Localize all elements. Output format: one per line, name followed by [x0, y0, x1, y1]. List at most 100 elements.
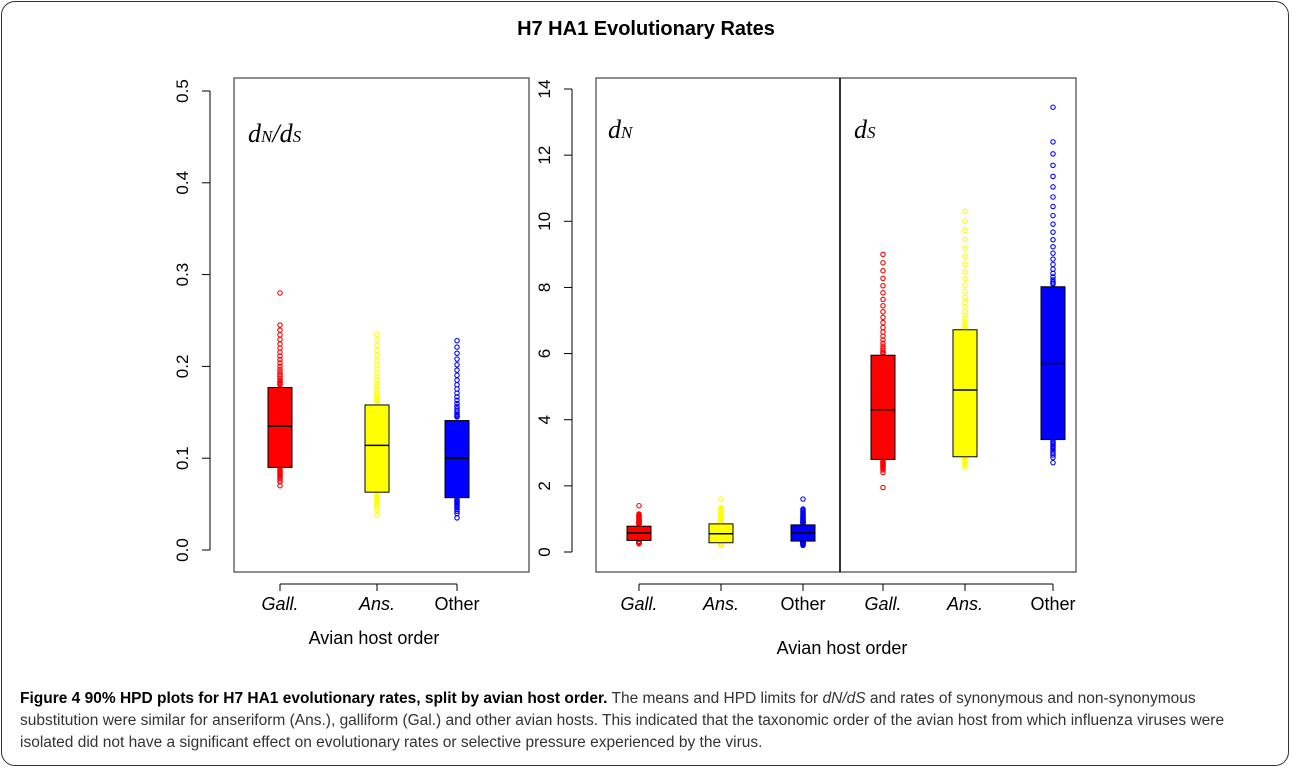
ds-gall-outlier-point	[880, 251, 886, 258]
left-other-outlier-point	[454, 515, 460, 521]
left-gall-outlier-point	[277, 336, 283, 343]
left-other-outlier-point	[454, 350, 460, 357]
ds-other-outlier-point	[1050, 250, 1056, 256]
ds-gall-outlier-point	[880, 267, 886, 274]
ds-ans-outlier-point	[962, 218, 968, 224]
ds-ans-outlier-point	[962, 227, 968, 234]
dn-other-outlier-point	[800, 496, 806, 502]
left-gall-outlier-point	[277, 360, 283, 366]
ds-ans-outlier-point	[962, 321, 968, 328]
left-ans-outlier-point	[374, 331, 380, 338]
left-x-axis-label: Avian host order	[309, 628, 440, 648]
caption-text-2: and rates of synonymous and non-synonymo…	[20, 690, 1225, 751]
ds-gall-outlier-point	[880, 314, 886, 321]
ds-other-outlier-point	[1050, 279, 1056, 285]
left-gall-outlier-point	[277, 327, 283, 333]
left-ans-box	[364, 404, 390, 493]
ds-gall-outlier-point	[880, 340, 886, 346]
ds-other-outlier-point	[1050, 173, 1056, 180]
caption-figure-number: Figure 4	[20, 690, 81, 707]
left-y-tick-label: 0.5	[173, 79, 192, 103]
dn-panel-label: dN	[608, 115, 634, 144]
left-other-outlier-point	[454, 397, 460, 404]
ds-gall-outlier-point	[880, 282, 886, 289]
dn-ans-outlier-point	[718, 496, 724, 502]
ds-gall-outlier-point	[880, 259, 886, 266]
left-ans-outlier-point	[374, 377, 380, 384]
ds-other-outlier-point	[1050, 459, 1056, 466]
left-gall-outlier-point	[277, 332, 283, 338]
right-panel-dn-ds-rates: 0 2 4 6 8 10 12 14 dN dS Gall. Ans. Other Gall. Ans. Ot…	[535, 77, 1077, 658]
left-ans-outlier-point	[374, 512, 380, 518]
left-gall-outlier-point	[277, 371, 283, 378]
left-ans-outlier-point	[374, 395, 380, 401]
dn-other-outlier-point	[800, 506, 806, 512]
left-ans-outlier-point	[374, 347, 380, 354]
left-ans-outlier-point	[374, 380, 380, 387]
ds-other-outlier-point	[1050, 229, 1056, 235]
right-y-tick-label: 8	[535, 283, 554, 292]
left-y-tick-label: 0.4	[173, 171, 192, 195]
ds-other-outlier-point	[1050, 162, 1056, 169]
ds-ans-outlier-point	[962, 261, 968, 267]
ds-gall-outlier-point	[880, 296, 886, 303]
right-x-axis-label: Avian host order	[777, 638, 908, 658]
left-ans-outlier-point	[374, 386, 380, 393]
ds-ans-outlier-point	[962, 236, 968, 243]
left-y-tick-label: 0.3	[173, 263, 192, 287]
left-other-outlier-point	[454, 372, 460, 379]
left-ans-outliers	[374, 331, 380, 518]
left-y-tick-label: 0.0	[173, 538, 192, 562]
ds-other-outliers	[1050, 104, 1056, 466]
right-y-tick-label: 10	[535, 212, 554, 231]
left-gall-outlier-point	[277, 377, 283, 384]
ds-ans-outlier-point	[962, 268, 968, 275]
left-ans-outlier-point	[374, 383, 380, 390]
ds-ans-outlier-point	[962, 294, 968, 300]
left-other-outlier-point	[454, 406, 460, 412]
ds-gall-outlier-point	[880, 319, 886, 326]
left-gall-outlier-point	[277, 369, 283, 375]
dn-gall-outlier-point	[636, 511, 642, 517]
left-other-box	[444, 420, 470, 499]
ds-ans-outlier-point	[962, 316, 968, 322]
left-panel-label: dN/dS	[248, 119, 302, 148]
ds-other-outlier-point	[1050, 184, 1056, 190]
ds-x-tick-label: Gall.	[864, 594, 901, 614]
figure-title: H7 HA1 Evolutionary Rates	[517, 18, 775, 40]
ds-gall-outlier-point	[880, 275, 886, 282]
left-other-outlier-point	[454, 394, 460, 400]
left-ans-outlier-point	[374, 389, 380, 395]
left-other-outlier-point	[454, 382, 460, 388]
left-x-tick-label: Other	[434, 594, 479, 614]
dn-x-tick-label: Ans.	[702, 594, 739, 614]
ds-other-outlier-point	[1050, 151, 1056, 157]
ds-ans-outlier-point	[962, 245, 968, 251]
ds-gall-outlier-point	[880, 290, 886, 296]
ds-other-outlier-point	[1050, 203, 1056, 210]
ds-ans-outlier-point	[962, 275, 968, 282]
ds-ans-outlier-point	[962, 288, 968, 295]
ds-ans-outliers	[962, 208, 968, 471]
ds-gall-box	[870, 354, 896, 460]
ds-ans-outlier-point	[962, 253, 968, 260]
left-ans-outlier-point	[374, 492, 380, 498]
left-plot-border	[233, 77, 530, 573]
left-gall-outlier-point	[277, 366, 283, 372]
right-plot-border	[595, 77, 1077, 573]
ds-other-outlier-point	[1050, 104, 1056, 110]
ds-gall-outlier-point	[880, 337, 886, 343]
ds-other-outlier-point	[1050, 274, 1056, 280]
ds-gall-outliers	[880, 251, 886, 491]
left-y-tick-label: 0.1	[173, 446, 192, 470]
ds-panel-label: dS	[854, 115, 876, 144]
ds-other-outlier-point	[1050, 194, 1056, 200]
figure-plot: H7 HA1 Evolutionary Rates 0.00.10.20.30.…	[173, 18, 1077, 658]
left-ans-outlier-point	[374, 374, 380, 380]
left-gall-outlier-point	[277, 479, 283, 485]
ds-other-outlier-point	[1050, 221, 1056, 227]
left-other-outlier-point	[454, 403, 460, 410]
ds-ans-outlier-point	[962, 319, 968, 325]
caption-title: 90% HPD plots for H7 HA1 evolutionary ra…	[84, 690, 608, 707]
ds-other-outlier-point	[1050, 256, 1056, 262]
